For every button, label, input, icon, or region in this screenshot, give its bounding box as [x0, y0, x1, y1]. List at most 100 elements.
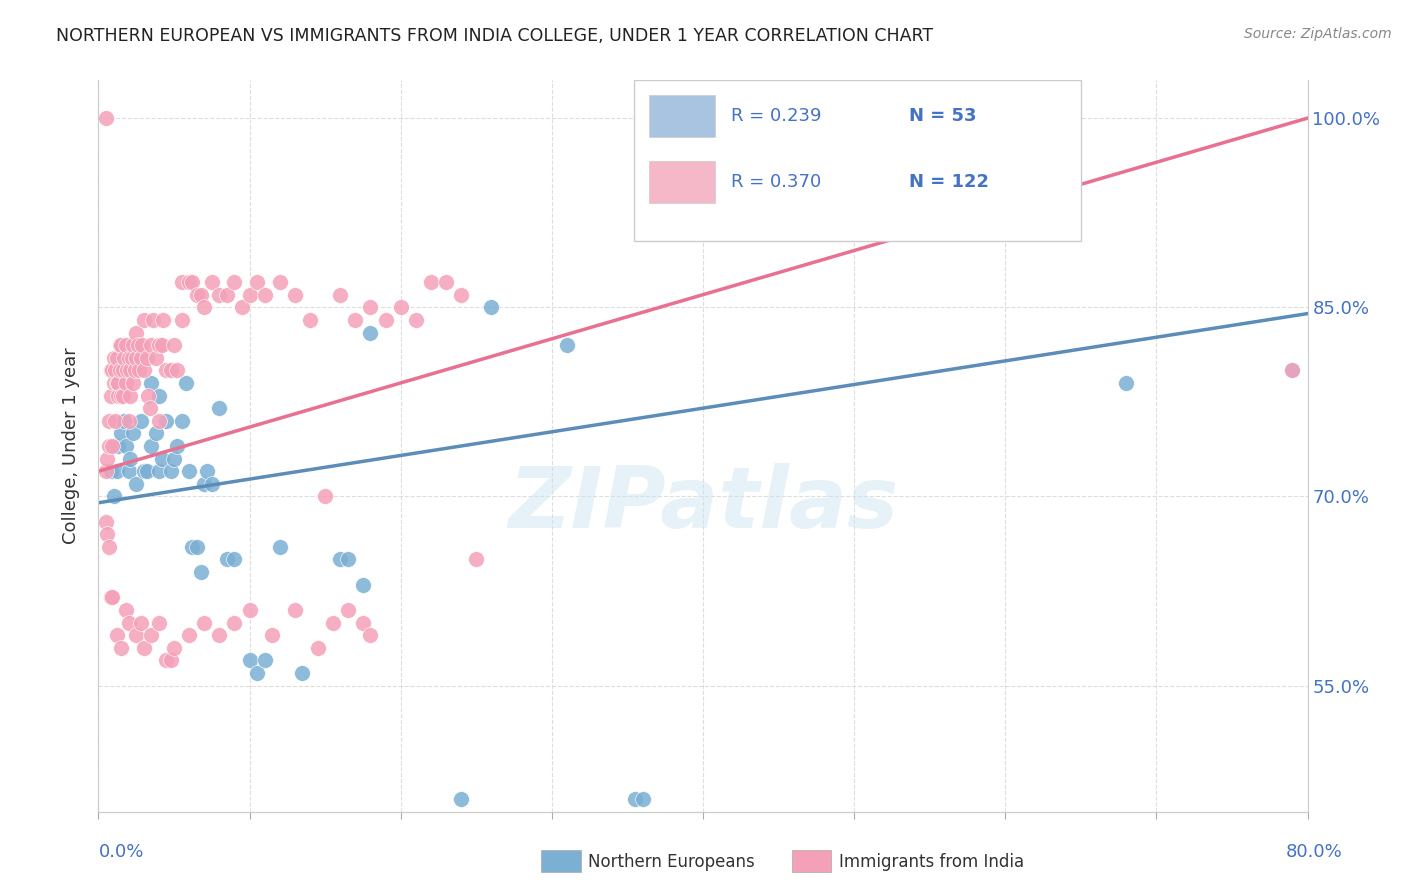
Text: ZIPatlas: ZIPatlas [508, 463, 898, 546]
Point [181, 275, 204, 289]
Text: 0.0%: 0.0% [98, 843, 143, 861]
Point [624, 792, 647, 806]
Text: N = 53: N = 53 [908, 107, 976, 125]
Point [148, 464, 170, 478]
Point [166, 439, 188, 453]
Point [163, 451, 186, 466]
Point [100, 464, 122, 478]
Text: Northern Europeans: Northern Europeans [588, 853, 755, 871]
Point [284, 287, 307, 301]
Point [98, 439, 121, 453]
Point [108, 363, 131, 377]
Text: 80.0%: 80.0% [1286, 843, 1343, 861]
Point [103, 351, 125, 365]
Point [135, 351, 157, 365]
Point [111, 388, 134, 402]
Point [155, 363, 177, 377]
Point [127, 338, 149, 352]
Point [253, 287, 276, 301]
Point [114, 439, 136, 453]
Text: N = 122: N = 122 [908, 173, 988, 191]
Point [111, 363, 134, 377]
Point [148, 388, 170, 402]
Point [120, 363, 142, 377]
Point [114, 338, 136, 352]
Point [208, 628, 231, 642]
Point [336, 552, 359, 566]
Point [110, 388, 132, 402]
Point [103, 376, 125, 390]
Point [389, 300, 412, 314]
Point [224, 615, 246, 630]
Point [450, 287, 472, 301]
Point [108, 338, 131, 352]
Point [136, 388, 159, 402]
Point [190, 287, 212, 301]
Point [181, 540, 204, 554]
Point [98, 540, 121, 554]
Text: R = 0.370: R = 0.370 [731, 173, 821, 191]
Point [105, 464, 128, 478]
Point [420, 275, 443, 289]
Point [104, 363, 127, 377]
Point [118, 351, 141, 365]
Point [125, 628, 148, 642]
Point [224, 552, 246, 566]
Point [329, 287, 352, 301]
Point [208, 401, 231, 416]
Point [239, 653, 262, 667]
Point [193, 615, 215, 630]
Point [224, 275, 246, 289]
Point [239, 603, 262, 617]
Point [450, 792, 472, 806]
Point [110, 640, 132, 655]
Point [360, 326, 382, 340]
Point [110, 338, 132, 352]
Point [190, 565, 212, 579]
Point [352, 578, 374, 592]
Point [405, 313, 427, 327]
Point [114, 376, 136, 390]
Point [141, 439, 163, 453]
Point [100, 363, 122, 377]
Point [360, 628, 382, 642]
Point [174, 376, 197, 390]
Point [121, 351, 143, 365]
Point [150, 338, 173, 352]
Point [1281, 363, 1303, 377]
Point [104, 414, 127, 428]
Point [344, 313, 367, 327]
Point [555, 338, 578, 352]
Point [125, 351, 148, 365]
Point [131, 338, 153, 352]
Point [284, 603, 307, 617]
Point [129, 351, 152, 365]
Point [148, 338, 170, 352]
Point [129, 414, 152, 428]
Point [125, 326, 148, 340]
Point [152, 313, 174, 327]
Point [322, 615, 344, 630]
Point [291, 665, 314, 680]
Point [193, 476, 215, 491]
Point [100, 388, 122, 402]
Point [239, 287, 262, 301]
Point [125, 476, 148, 491]
FancyBboxPatch shape [792, 850, 831, 872]
Point [145, 351, 167, 365]
Point [101, 439, 124, 453]
Text: Immigrants from India: Immigrants from India [839, 853, 1025, 871]
Point [139, 401, 162, 416]
Point [96, 451, 118, 466]
FancyBboxPatch shape [648, 95, 716, 137]
Point [112, 351, 135, 365]
Point [195, 464, 218, 478]
Point [208, 287, 231, 301]
Point [155, 414, 177, 428]
Point [132, 464, 155, 478]
Point [215, 287, 238, 301]
Point [269, 540, 291, 554]
Point [132, 313, 155, 327]
Point [253, 653, 276, 667]
Point [336, 603, 359, 617]
